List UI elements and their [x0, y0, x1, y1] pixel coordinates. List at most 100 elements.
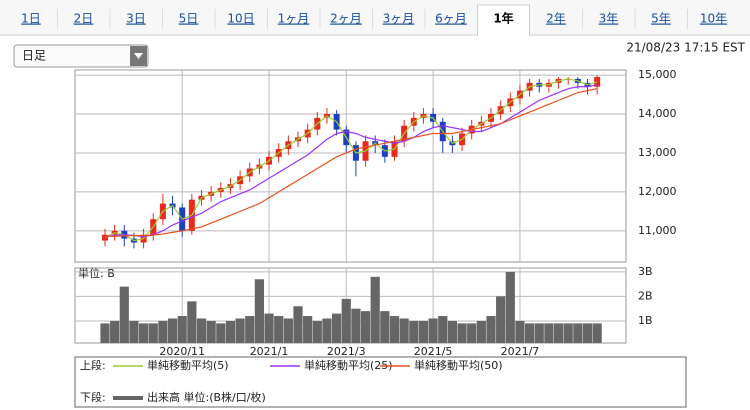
volume-bar	[110, 320, 120, 343]
volume-bar	[389, 316, 400, 343]
volume-bar	[476, 320, 486, 343]
tab[interactable]: 1日	[21, 12, 41, 26]
moving-average-line	[104, 88, 598, 238]
volume-bar	[505, 271, 515, 343]
price-panel	[74, 69, 627, 263]
tab[interactable]: 2日	[74, 12, 94, 26]
volume-bar	[341, 298, 351, 343]
legend-label: 単純移動平均(5)	[147, 358, 229, 372]
y-tick-label: 12,000	[638, 185, 677, 198]
volume-bar	[428, 318, 438, 343]
tab[interactable]: 3日	[126, 12, 146, 26]
moving-average-line	[104, 78, 598, 242]
volume-bar	[139, 323, 149, 343]
tab[interactable]: 1年	[493, 11, 513, 26]
volume-bar	[496, 296, 506, 343]
volume-bar	[264, 313, 274, 343]
tab[interactable]: 3ヶ月	[383, 12, 415, 26]
volume-bar	[573, 323, 583, 343]
y-tick-label: 14,000	[638, 107, 677, 120]
legend-label: 単純移動平均(50)	[414, 358, 503, 372]
volume-bar	[418, 320, 429, 343]
y-tick-label: 13,000	[638, 146, 677, 159]
volume-bar	[206, 320, 216, 343]
y-tick-label: 1B	[638, 314, 653, 327]
plot: 11,000 12,000 13,000 14,000 15,000 2020/11 202…	[75, 68, 677, 404]
volume-bar	[467, 323, 477, 343]
volume-bar	[582, 323, 593, 343]
x-tick-label: 2021/5	[414, 345, 453, 358]
x-tick-label: 2020/11	[159, 345, 205, 358]
y-tick-label: 3B	[638, 265, 653, 278]
volume-bar	[312, 320, 322, 343]
timestamp: 21/08/23 17:15 EST	[626, 41, 745, 55]
volume-bar	[592, 323, 602, 343]
volume-bar	[322, 318, 332, 343]
volume-bar	[380, 311, 390, 343]
tab[interactable]: 2ヶ月	[330, 12, 362, 26]
candle-body	[102, 234, 108, 241]
volume-bar	[225, 320, 236, 343]
volume-bar	[293, 306, 303, 343]
volume-bar	[167, 318, 178, 343]
tab[interactable]: 2年	[546, 12, 566, 26]
tab[interactable]: 10日	[227, 12, 254, 26]
tab[interactable]: 1ヶ月	[278, 12, 310, 26]
volume-bar	[100, 323, 110, 343]
dropdown[interactable]	[13, 44, 149, 68]
volume-bar	[486, 316, 496, 343]
volume-bar	[360, 311, 371, 343]
volume-bar	[283, 318, 293, 343]
volume-bar	[438, 316, 448, 343]
tab[interactable]: 6ヶ月	[435, 12, 467, 26]
volume-bar	[129, 320, 139, 343]
x-tick-label: 2021/7	[501, 345, 540, 358]
volume-bar	[216, 323, 226, 343]
volume-bar	[274, 316, 284, 343]
active-tab-bg	[477, 4, 530, 36]
y-tick-label: 15,000	[638, 68, 677, 81]
tab[interactable]: 5年	[651, 12, 671, 26]
volume-bar	[351, 308, 361, 343]
dropdown-arrow	[134, 53, 143, 59]
legend-label: 単純移動平均(25)	[304, 358, 393, 372]
tab[interactable]: 5日	[179, 12, 199, 26]
candle-body	[594, 77, 601, 87]
volume-bar	[409, 320, 419, 343]
volume-unit: 単位: B	[78, 266, 115, 280]
volume-bar	[254, 279, 264, 343]
legend-title-upper: 上段:	[80, 358, 106, 372]
dropdown-label: 日足	[22, 49, 46, 63]
tab[interactable]: 10年	[700, 12, 727, 26]
volume-bar	[563, 323, 573, 343]
tab-bar	[0, 0, 750, 35]
x-tick-label: 2021/1	[250, 345, 289, 358]
volume-bar	[447, 320, 457, 343]
tab[interactable]: 3年	[599, 12, 619, 26]
volume-bar	[332, 313, 342, 343]
tabs: 1日 2日 3日 5日 10日 1ヶ月 2ヶ月 3ヶ月 6ヶ月 1年 2年 3年 5年 10年	[21, 4, 727, 36]
volume-bar	[370, 276, 380, 343]
legend-label: 出来高 単位:(B株/口/枚)	[147, 390, 266, 404]
volume-bar	[515, 320, 525, 343]
volume-bar	[158, 320, 168, 343]
volume-bar	[303, 316, 313, 343]
volume-bar	[534, 323, 544, 343]
volume-bar	[457, 323, 467, 343]
y-tick-label: 11,000	[638, 224, 677, 237]
volume-bar	[177, 316, 187, 343]
moving-average-line	[104, 84, 598, 238]
volume-bar	[399, 318, 409, 343]
volume-bar	[544, 323, 554, 343]
volume-bar	[525, 323, 535, 343]
volume-bar	[235, 318, 245, 343]
volume-bar	[148, 323, 158, 343]
volume-bar	[553, 323, 564, 343]
volume-bar	[245, 316, 255, 343]
x-tick-label: 2021/3	[327, 345, 366, 358]
volume-bar	[187, 301, 197, 343]
legend-title-lower: 下段:	[80, 390, 106, 404]
y-tick-label: 2B	[638, 289, 653, 302]
volume-bar	[196, 318, 207, 343]
